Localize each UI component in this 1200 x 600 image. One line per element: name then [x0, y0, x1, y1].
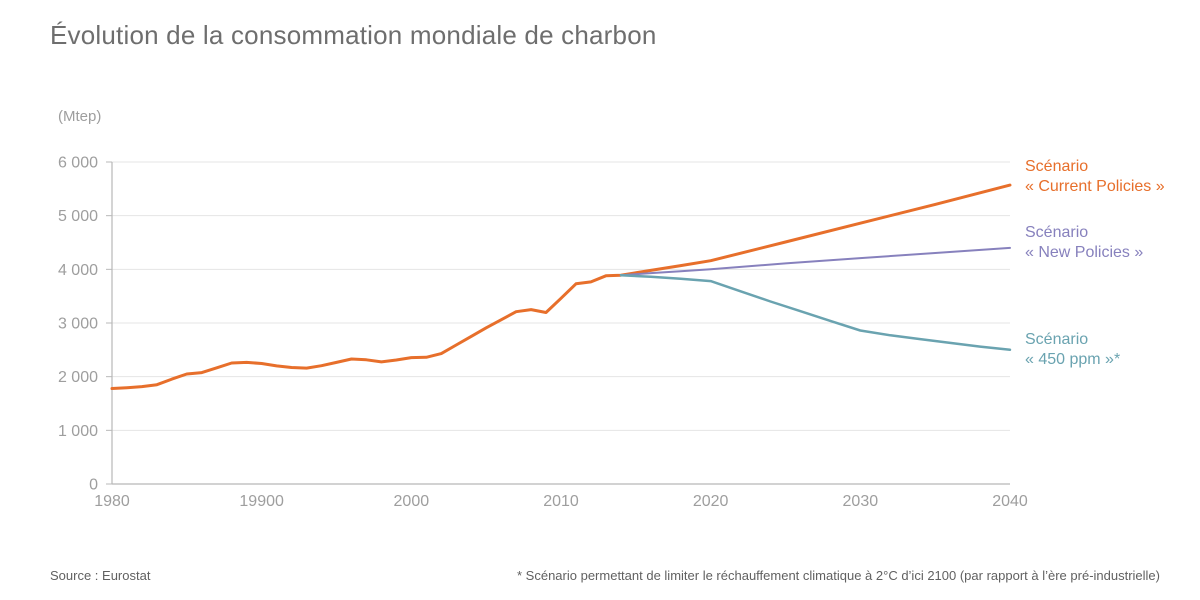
y-axis-unit-label: (Mtep): [58, 108, 102, 125]
x-axis-tick-label: 2010: [543, 493, 579, 510]
page-title: Évolution de la consommation mondiale de…: [50, 20, 657, 50]
legend-item-current-policies: Scénario « Current Policies »: [1025, 157, 1165, 197]
series-line-new-policies: [619, 246, 1011, 277]
footnote-label: * Scénario permettant de limiter le réch…: [517, 568, 1160, 583]
source-label: Source : Eurostat: [50, 568, 151, 583]
legend-label-line2: « 450 ppm »*: [1025, 351, 1121, 368]
y-axis-tick-label: 4 000: [58, 262, 98, 279]
y-axis-tick-label: 6 000: [58, 155, 98, 172]
y-axis-tick-label: 1 000: [58, 423, 98, 440]
series-line-450-ppm: [619, 273, 1012, 352]
x-axis-tick-label: 2040: [992, 493, 1028, 510]
x-axis-tick-label: 19900: [239, 493, 284, 510]
legend-label-line1: Scénario: [1025, 158, 1089, 175]
y-axis-tick-label: 2 000: [58, 369, 98, 386]
x-axis-tick-label: 2000: [394, 493, 430, 510]
legend-item-new-policies: Scénario « New Policies »: [1025, 223, 1143, 263]
y-axis-tick-label: 5 000: [58, 208, 98, 225]
legend-label-line2: « Current Policies »: [1025, 178, 1165, 195]
y-axis-tick-label: 0: [89, 477, 98, 494]
legend-label-line1: Scénario: [1025, 224, 1089, 241]
x-axis-tick-label: 1980: [94, 493, 130, 510]
legend-label-line2: « New Policies »: [1025, 244, 1144, 261]
y-axis-tick-label: 3 000: [58, 316, 98, 333]
legend-label-line1: Scénario: [1025, 331, 1089, 348]
x-axis-tick-label: 2030: [843, 493, 879, 510]
x-axis-tick-label: 2020: [693, 493, 729, 510]
legend-item-450-ppm: Scénario « 450 ppm »*: [1025, 330, 1120, 370]
